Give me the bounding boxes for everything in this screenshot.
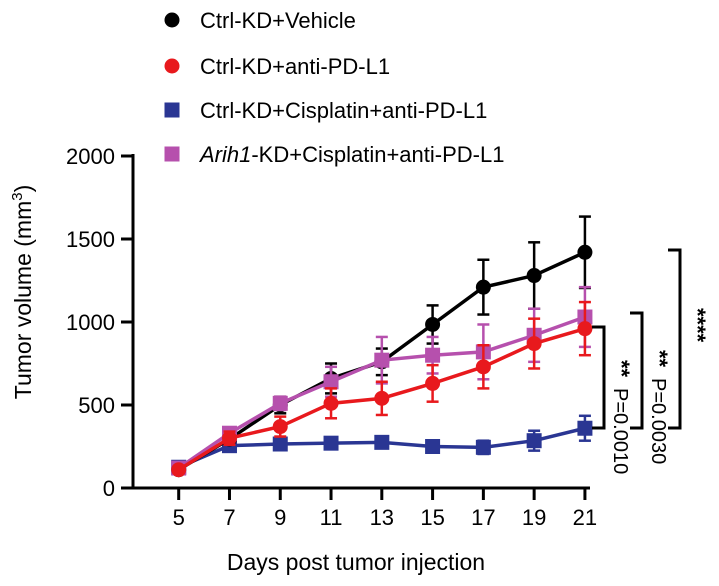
p-value-label: P=0.0030: [647, 378, 669, 464]
data-point: [272, 419, 288, 435]
legend-label: Arih1-KD+Cisplatin+anti-PD-L1: [198, 142, 504, 167]
legend-marker: [164, 12, 180, 28]
legend: Ctrl-KD+Vehicle Ctrl-KD+anti-PD-L1 Ctrl-KD…: [164, 8, 504, 167]
legend-label-text: Ctrl-KD+anti-PD-L1: [200, 54, 390, 79]
y-tick-label: 0: [103, 476, 115, 501]
data-point: [475, 359, 491, 375]
x-tick-label: 13: [370, 505, 394, 530]
data-point: [425, 439, 441, 454]
legend-label-text: -KD+Cisplatin+anti-PD-L1: [251, 142, 504, 167]
legend-label-italic: Arih1: [198, 142, 251, 167]
legend-label: Ctrl-KD+Cisplatin+anti-PD-L1: [200, 98, 487, 123]
x-tick-label: 7: [223, 505, 235, 530]
data-point: [425, 347, 441, 363]
significance-bracket: [592, 325, 606, 430]
x-tick-label: 9: [274, 505, 286, 530]
x-tick-label: 5: [173, 505, 185, 530]
data-point: [171, 462, 187, 478]
x-tick-label: 19: [522, 505, 546, 530]
data-point: [374, 434, 390, 450]
data-point: [272, 395, 288, 411]
data-point: [374, 352, 390, 368]
data-point: [323, 435, 339, 451]
series-layer: [171, 215, 593, 478]
legend-marker: [164, 102, 180, 118]
data-point: [425, 375, 441, 391]
x-tick-label: 15: [420, 505, 444, 530]
legend-label-text: Ctrl-KD+Vehicle: [200, 8, 356, 33]
legend-marker: [164, 58, 180, 74]
p-value-label: P=0.0010: [609, 388, 631, 474]
data-point: [475, 279, 491, 295]
data-point: [374, 390, 390, 406]
data-point: [526, 433, 542, 449]
legend-label: Ctrl-KD+anti-PD-L1: [200, 54, 390, 79]
y-tick-label: 1500: [66, 227, 115, 252]
significance-annotations: ** P=0.0010 ** P=0.0030 ****: [592, 248, 710, 474]
y-axis-label-close: ): [10, 185, 36, 193]
data-point: [425, 316, 441, 332]
legend-label-text: Ctrl-KD+Cisplatin+anti-PD-L1: [200, 98, 487, 123]
data-point: [272, 436, 288, 452]
data-point: [475, 439, 491, 455]
data-point: [323, 374, 339, 390]
significance-bracket: [668, 248, 682, 430]
data-point: [577, 244, 593, 260]
significance-stars: **: [609, 360, 634, 378]
x-tick-label: 21: [573, 505, 597, 530]
data-point: [577, 321, 593, 337]
y-axis-label: Tumor volume (mm3): [9, 185, 36, 400]
data-point: [577, 420, 593, 436]
x-axis-label: Days post tumor injection: [227, 549, 485, 575]
data-point: [323, 395, 339, 411]
data-point: [526, 336, 542, 352]
y-tick-label: 500: [78, 393, 115, 418]
axes: 0 500 1000 1500 2000 5 7 9 11 13 15 17 19 21: [66, 144, 597, 530]
x-tick-label: 17: [471, 505, 495, 530]
data-point: [526, 268, 542, 284]
legend-marker: [164, 146, 180, 162]
y-tick-label: 2000: [66, 144, 115, 169]
data-point: [221, 430, 237, 446]
significance-stars: ****: [685, 308, 710, 343]
y-axis-label-main: Tumor volume (mm: [10, 201, 36, 400]
x-tick-label: 11: [320, 505, 343, 530]
y-axis-label-superscript: 3: [9, 192, 26, 200]
y-tick-label: 1000: [66, 310, 115, 335]
significance-stars: **: [647, 350, 672, 368]
legend-label: Ctrl-KD+Vehicle: [200, 8, 356, 33]
significance-bracket: [630, 311, 644, 430]
series-1: [171, 300, 593, 478]
